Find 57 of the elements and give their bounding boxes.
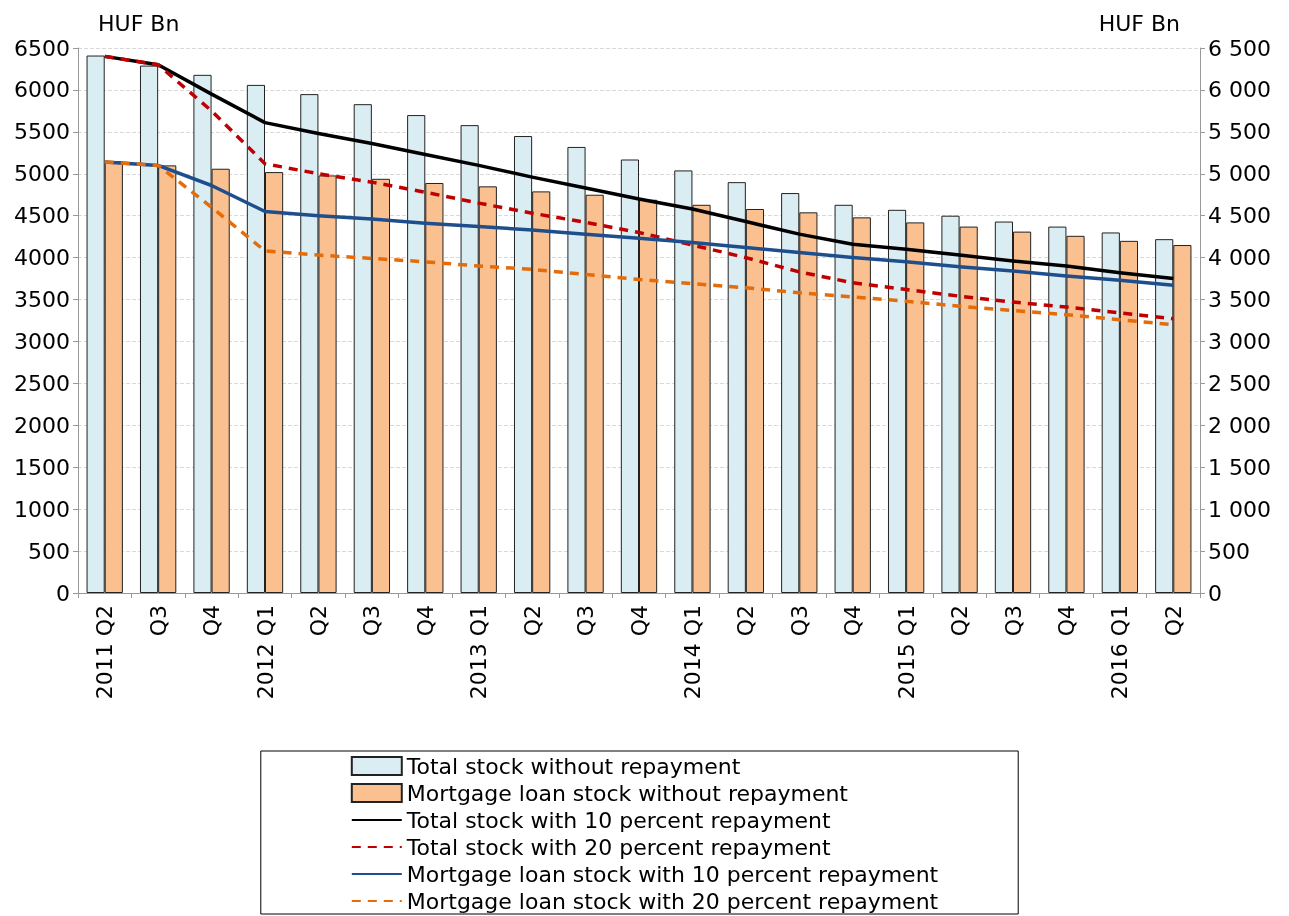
x-tick-label: Q4 <box>199 605 225 637</box>
y-tick-label: 0 <box>56 580 70 606</box>
y2-tick-label: 6 500 <box>1208 35 1271 61</box>
x-tick-label: 2013 Q1 <box>466 605 492 700</box>
y-tick-label: 5500 <box>14 119 70 145</box>
y-tick-label: 4000 <box>14 245 70 271</box>
x-tick-label: Q4 <box>626 605 652 637</box>
y2-tick-label: 4 000 <box>1208 245 1271 271</box>
y2-tick-label: 0 <box>1208 580 1222 606</box>
x-tick-label: Q4 <box>412 605 438 637</box>
y-tick-label: 2500 <box>14 370 70 396</box>
y-tick-label: 6500 <box>14 35 70 61</box>
y-tick-label: 1500 <box>14 454 70 480</box>
y2-tick-label: 6 000 <box>1208 77 1271 103</box>
y2-tick-label: 500 <box>1208 538 1250 564</box>
y-tick-label: 500 <box>28 538 70 564</box>
x-tick-label: Q3 <box>145 605 171 637</box>
legend-label: Total stock with 20 percent repayment <box>405 834 831 860</box>
y2-tick-label: 2 000 <box>1208 412 1271 438</box>
y2-axis-title: HUF Bn <box>1098 10 1180 36</box>
y2-tick-label: 5 500 <box>1208 119 1271 145</box>
x-tick-label: Q3 <box>1000 605 1026 637</box>
legend-label: Mortgage loan stock with 10 percent repayment <box>406 861 939 887</box>
y2-tick-label: 4 500 <box>1208 203 1271 229</box>
x-tick-label: 2012 Q1 <box>252 605 278 700</box>
x-tick-label: Q2 <box>733 605 759 637</box>
y2-tick-label: 2 500 <box>1208 370 1271 396</box>
x-tick-label: Q4 <box>840 605 866 637</box>
x-tick-label: 2016 Q1 <box>1107 605 1133 700</box>
y2-tick-label: 5 000 <box>1208 161 1271 187</box>
y-tick-label: 2000 <box>14 412 70 438</box>
x-tick-label: Q4 <box>1053 605 1079 637</box>
legend-label: Total stock without repayment <box>405 753 741 779</box>
x-tick-label: Q3 <box>359 605 385 637</box>
x-tick-label: Q2 <box>519 605 545 637</box>
x-tick-label: 2011 Q2 <box>92 605 118 700</box>
legend-label: Mortgage loan stock without repayment <box>406 780 849 806</box>
legend-label: Mortgage loan stock with 20 percent repayment <box>406 888 939 914</box>
x-tick-label: 2015 Q1 <box>893 605 919 700</box>
y-tick-label: 1000 <box>14 496 70 522</box>
y2-tick-label: 1 000 <box>1208 496 1271 522</box>
y-axis-title: HUF Bn <box>98 10 180 36</box>
y-tick-label: 4500 <box>14 203 70 229</box>
x-tick-label: Q2 <box>1160 605 1186 637</box>
x-tick-label: Q2 <box>305 605 331 637</box>
y2-tick-label: 3 000 <box>1208 328 1271 354</box>
y-tick-label: 5000 <box>14 161 70 187</box>
y-tick-label: 3500 <box>14 287 70 313</box>
x-tick-label: Q2 <box>947 605 973 637</box>
x-tick-label: Q3 <box>573 605 599 637</box>
y2-tick-label: 3 500 <box>1208 287 1271 313</box>
y2-tick-label: 1 500 <box>1208 454 1271 480</box>
x-tick-label: 2014 Q1 <box>679 605 705 700</box>
x-tick-label: Q3 <box>786 605 812 637</box>
legend-label: Total stock with 10 percent repayment <box>405 807 831 833</box>
y-tick-label: 3000 <box>14 328 70 354</box>
y-tick-label: 6000 <box>14 77 70 103</box>
